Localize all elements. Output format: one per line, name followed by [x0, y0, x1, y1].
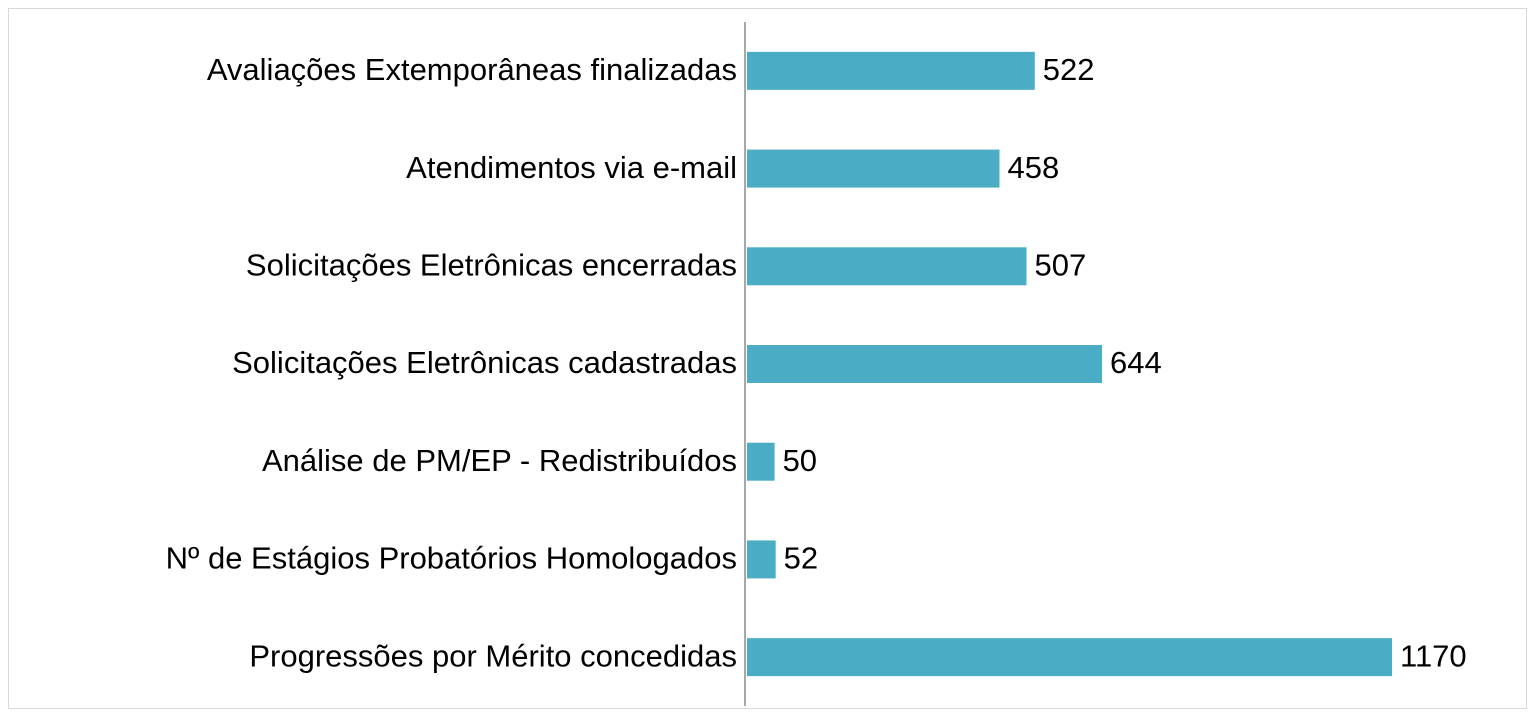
category-label: Avaliações Extemporâneas finalizadas [207, 52, 737, 87]
category-label: Análise de PM/EP - Redistribuídos [262, 443, 737, 478]
category-label: Progressões por Mérito concedidas [249, 638, 737, 673]
data-label: 522 [1043, 52, 1095, 87]
bar [747, 442, 775, 481]
bar [747, 638, 1392, 677]
bar [747, 149, 1000, 188]
data-label: 644 [1110, 345, 1162, 380]
data-label: 507 [1035, 247, 1087, 282]
data-label: 1170 [1400, 638, 1467, 673]
data-label: 458 [1007, 150, 1059, 185]
bar [747, 247, 1027, 286]
category-label: Atendimentos via e-mail [406, 150, 737, 185]
bar [747, 345, 1103, 383]
data-label: 50 [783, 443, 817, 478]
category-label: Nº de Estágios Probatórios Homologados [166, 541, 737, 576]
bar [747, 540, 776, 579]
category-label: Solicitações Eletrônicas encerradas [246, 247, 737, 282]
category-label: Solicitações Eletrônicas cadastradas [232, 345, 737, 380]
bar [747, 51, 1035, 90]
data-label: 52 [784, 541, 818, 576]
